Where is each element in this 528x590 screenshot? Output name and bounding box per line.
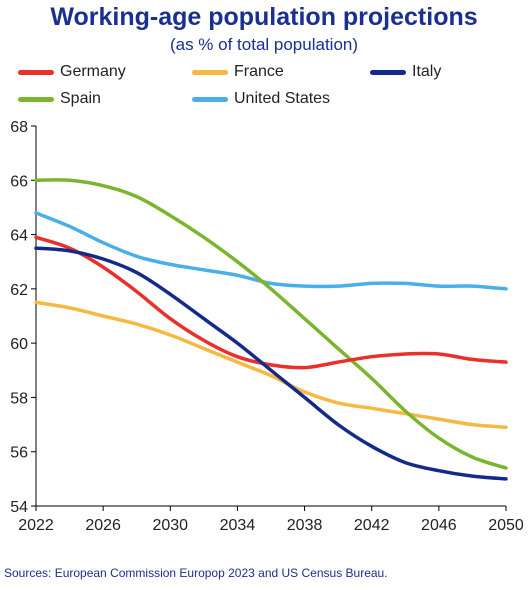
x-tick-label: 2046 (421, 517, 457, 534)
y-tick-label: 64 (10, 228, 28, 245)
y-tick-label: 62 (10, 282, 28, 299)
series-line-italy (34, 246, 508, 481)
y-tick-label: 56 (10, 445, 28, 462)
source-note: Sources: European Commission Europop 202… (4, 566, 388, 580)
legend-swatch (18, 96, 54, 102)
legend-swatch (370, 69, 406, 75)
x-tick-label: 2030 (152, 517, 188, 534)
line-chart: 54 56 58 60 62 64 66 68 2022 2026 2030 2034 2038 2042… (10, 119, 524, 534)
legend-swatch (18, 69, 54, 75)
x-tick-label: 2050 (488, 517, 524, 534)
x-tick-label: 2034 (220, 517, 256, 534)
chart-title: Working-age population projections (50, 3, 478, 31)
legend-swatch (192, 69, 228, 75)
legend-item-spain: Spain (18, 89, 101, 109)
legend-label: Spain (60, 90, 101, 107)
x-tick-label: 2038 (287, 517, 323, 534)
legend-item-italy: Italy (370, 62, 441, 82)
legend-item-france: France (192, 62, 284, 82)
y-tick-label: 60 (10, 336, 28, 353)
series-line-germany (34, 235, 508, 370)
x-tick-label: 2022 (18, 517, 54, 534)
legend-item-germany: Germany (18, 62, 126, 82)
x-tick-label: 2042 (354, 517, 390, 534)
x-tick-label: 2026 (85, 517, 121, 534)
series-line-united-states (34, 211, 508, 291)
legend-label: France (234, 63, 284, 80)
series-line-spain (34, 178, 508, 470)
legend-swatch (192, 96, 228, 102)
y-tick-label: 54 (10, 499, 28, 516)
y-tick-label: 66 (10, 173, 28, 190)
series-line-france (34, 300, 508, 430)
legend-item-united-states: United States (192, 89, 330, 109)
chart-subtitle: (as % of total population) (169, 35, 359, 54)
legend-label: United States (234, 90, 331, 107)
legend-label: Germany (60, 63, 126, 80)
legend-label: Italy (412, 63, 442, 80)
y-tick-label: 58 (10, 390, 28, 407)
y-tick-label: 68 (10, 119, 28, 136)
